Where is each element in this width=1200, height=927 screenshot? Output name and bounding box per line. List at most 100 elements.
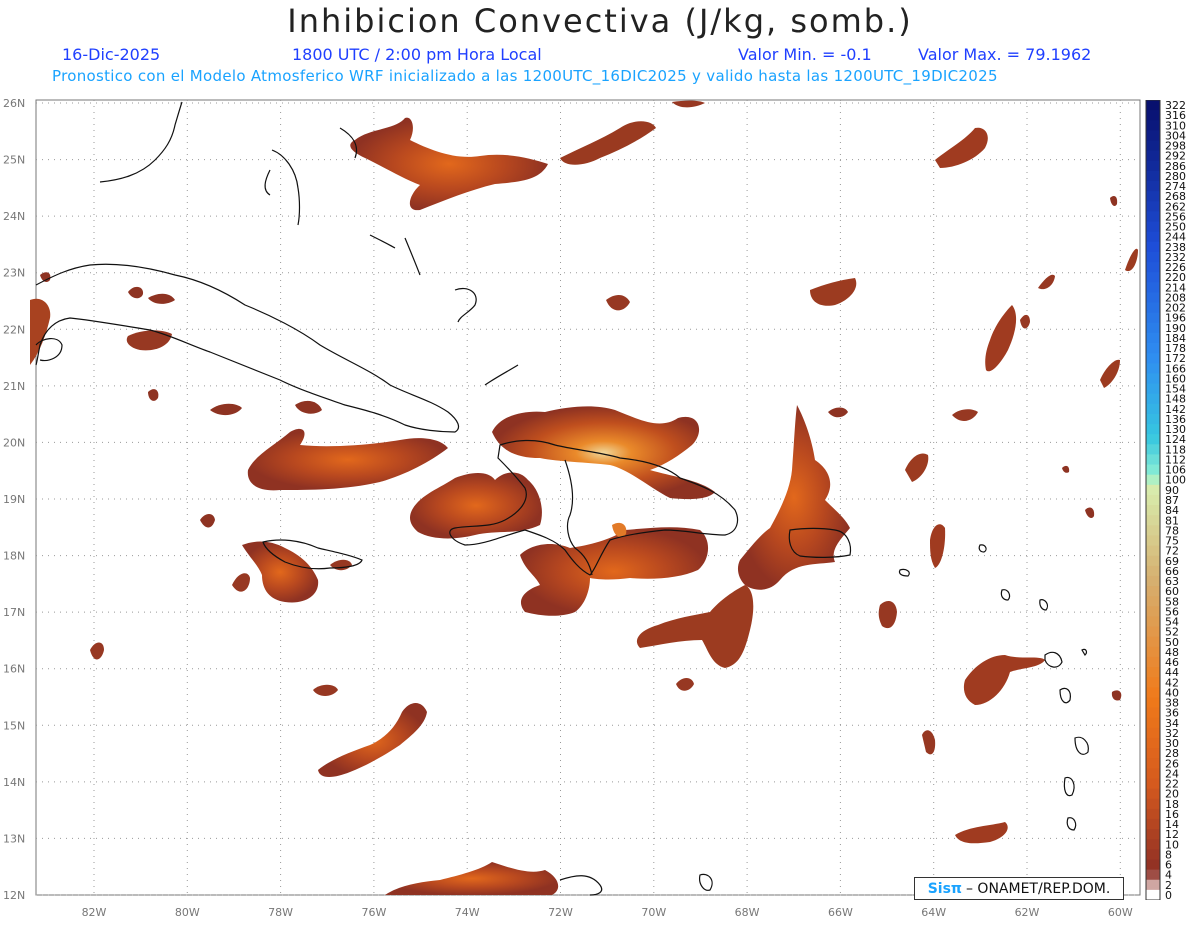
colorbar-label: 81 [1165, 514, 1179, 527]
colorbar-label: 280 [1165, 170, 1186, 183]
colorbar-label: 84 [1165, 504, 1179, 517]
colorbar-swatch [1146, 201, 1160, 212]
colorbar-swatch [1146, 363, 1160, 374]
colorbar-label: 256 [1165, 210, 1186, 223]
colorbar-swatch [1146, 272, 1160, 283]
colorbar-swatch [1146, 697, 1160, 709]
colorbar-label: 16 [1165, 808, 1179, 821]
max-value-label: Valor Max. = 79.1962 [918, 45, 1092, 64]
colorbar-label: 190 [1165, 322, 1186, 335]
colorbar-label: 178 [1165, 342, 1186, 355]
lon-label: 70W [641, 906, 666, 919]
lat-label: 25N [3, 154, 25, 167]
colorbar-swatch [1146, 687, 1160, 698]
lat-label: 20N [3, 436, 25, 449]
lon-label: 62W [1015, 906, 1040, 919]
colorbar-label: 8 [1165, 848, 1172, 861]
colorbar-label: 202 [1165, 302, 1186, 315]
lon-label: 82W [82, 906, 107, 919]
lat-label: 23N [3, 267, 25, 280]
lat-label: 12N [3, 889, 25, 902]
colorbar-swatch [1146, 262, 1160, 273]
colorbar-label: 2 [1165, 879, 1172, 892]
colorbar-label: 136 [1165, 413, 1186, 426]
colorbar-label: 52 [1165, 626, 1179, 639]
colorbar-swatch [1146, 818, 1160, 830]
colorbar-swatch [1146, 231, 1160, 243]
colorbar-label: 166 [1165, 362, 1186, 375]
lon-label: 68W [735, 906, 760, 919]
colorbar-label: 24 [1165, 767, 1179, 780]
colorbar-swatch [1146, 191, 1160, 202]
colorbar-swatch [1146, 859, 1160, 871]
colorbar-label: 286 [1165, 160, 1186, 173]
colorbar-swatch [1146, 110, 1160, 121]
coastlines [35, 101, 1089, 896]
lon-label: 78W [268, 906, 293, 919]
colorbar-swatch [1146, 748, 1160, 759]
colorbar-label: 72 [1165, 545, 1179, 558]
colorbar-swatch [1146, 332, 1160, 344]
lon-label: 72W [548, 906, 573, 919]
colorbar-label: 48 [1165, 646, 1179, 659]
colorbar-label: 40 [1165, 686, 1179, 699]
colorbar-label: 32 [1165, 727, 1179, 740]
colorbar-swatch [1146, 636, 1160, 648]
lat-label: 24N [3, 210, 25, 223]
colorbar-label: 196 [1165, 312, 1186, 325]
colorbar-label: 226 [1165, 261, 1186, 274]
colorbar-label: 130 [1165, 423, 1186, 436]
colorbar-label: 46 [1165, 656, 1179, 669]
colorbar-swatch [1146, 424, 1160, 435]
colorbar-label: 274 [1165, 180, 1186, 193]
lat-label: 18N [3, 550, 25, 563]
lon-label: 64W [921, 906, 946, 919]
lat-label: 17N [3, 606, 25, 619]
colorbar-label: 142 [1165, 403, 1186, 416]
lat-label: 22N [3, 323, 25, 336]
lat-label: 26N [3, 97, 25, 110]
colorbar-swatch [1146, 454, 1160, 466]
colorbar-swatch [1146, 130, 1160, 142]
colorbar-label: 262 [1165, 200, 1186, 213]
forecast-description: Pronostico con el Modelo Atmosferico WRF… [52, 67, 998, 85]
colorbar-swatch [1146, 727, 1160, 739]
map-title: Inhibicion Convectiva (J/kg, somb.) [287, 2, 913, 40]
colorbar-swatch [1146, 586, 1160, 597]
colorbar-swatch [1146, 596, 1160, 607]
colorbar-border [1145, 100, 1161, 900]
colorbar-label: 38 [1165, 697, 1179, 710]
lat-label: 16N [3, 663, 25, 676]
colorbar-swatch [1146, 241, 1160, 253]
colorbar-swatch [1146, 120, 1160, 131]
colorbar-swatch [1146, 768, 1160, 779]
cin-field [30, 100, 1138, 895]
colorbar-label: 118 [1165, 443, 1186, 456]
colorbar-label: 106 [1165, 464, 1186, 477]
colorbar-label: 22 [1165, 778, 1179, 791]
colorbar-label: 160 [1165, 372, 1186, 385]
colorbar-swatch [1146, 373, 1160, 385]
colorbar-swatch [1146, 677, 1160, 688]
colorbar-swatch [1146, 505, 1160, 516]
colorbar-label: 4 [1165, 869, 1172, 882]
colorbar-label: 10 [1165, 838, 1179, 851]
colorbar-swatch [1146, 403, 1160, 415]
colorbar-label: 304 [1165, 129, 1186, 142]
colorbar-swatch [1146, 879, 1160, 891]
colorbar-swatch [1146, 778, 1160, 790]
colorbar-swatch [1146, 565, 1160, 577]
colorbar-swatch [1146, 869, 1160, 881]
colorbar-label: 18 [1165, 798, 1179, 811]
colorbar-swatch [1146, 343, 1160, 354]
colorbar-label: 232 [1165, 251, 1186, 264]
colorbar-swatch [1146, 849, 1160, 860]
lon-label: 74W [455, 906, 480, 919]
colorbar-swatch [1146, 160, 1160, 172]
sis-logo-text: Sisπ [927, 880, 962, 897]
lat-label: 19N [3, 493, 25, 506]
colorbar-label: 44 [1165, 666, 1179, 679]
colorbar-swatch [1146, 839, 1160, 850]
colorbar-swatch [1146, 474, 1160, 486]
colorbar-label: 148 [1165, 393, 1186, 406]
